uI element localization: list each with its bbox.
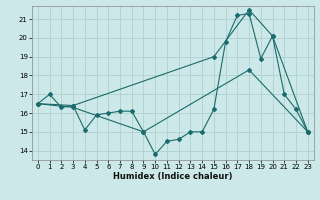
X-axis label: Humidex (Indice chaleur): Humidex (Indice chaleur) xyxy=(113,172,233,181)
